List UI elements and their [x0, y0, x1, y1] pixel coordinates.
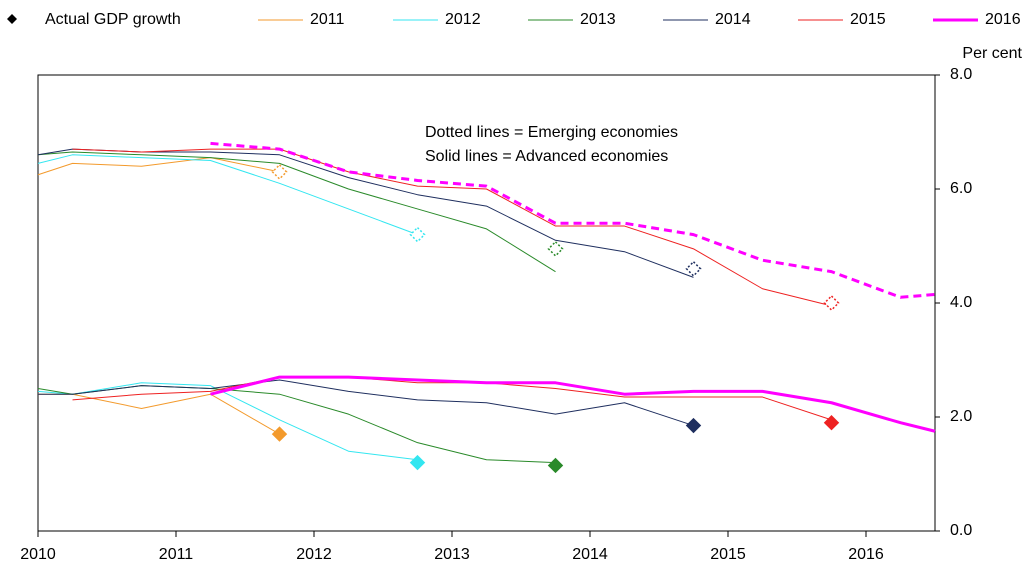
actual-marker: [547, 457, 564, 474]
y-tick-label: 0.0: [950, 522, 972, 539]
legend-label: 2012: [445, 11, 481, 28]
x-tick-label: 2012: [296, 546, 332, 563]
annotation: Dotted lines = Emerging economies: [425, 124, 678, 141]
actual-marker: [547, 240, 564, 257]
x-tick-label: 2016: [848, 546, 884, 563]
advanced-line: [72, 376, 832, 421]
annotation: Solid lines = Advanced economies: [425, 148, 668, 165]
emerging-line: [210, 141, 936, 299]
advanced-line: [38, 379, 694, 427]
actual-marker: [685, 417, 702, 434]
legend-label: 2014: [715, 11, 751, 28]
emerging-line: [37, 151, 556, 273]
actual-marker: [409, 226, 426, 243]
legend-label: 2011: [310, 11, 345, 28]
actual-marker: [271, 163, 288, 180]
x-tick-label: 2013: [434, 546, 470, 563]
y-tick-label: 4.0: [950, 294, 972, 311]
actual-marker: [823, 294, 840, 312]
emerging-line: [37, 154, 418, 236]
legend-label: 2013: [580, 11, 616, 28]
legend-label: Actual GDP growth: [45, 11, 181, 28]
legend-marker: [7, 14, 17, 24]
plot-frame: [37, 74, 936, 532]
emerging-line: [72, 148, 832, 307]
actual-marker: [823, 414, 840, 431]
legend-label: 2015: [850, 11, 886, 28]
x-tick-label: 2015: [710, 546, 746, 563]
x-tick-label: 2014: [572, 546, 608, 563]
y-tick-label: 2.0: [950, 408, 972, 425]
y-tick-label: 8.0: [950, 66, 972, 83]
actual-marker: [409, 454, 426, 471]
x-tick-label: 2011: [159, 546, 194, 563]
legend-label: 2016: [985, 11, 1021, 28]
actual-marker: [271, 426, 288, 442]
x-tick-label: 2010: [20, 546, 56, 563]
advanced-line: [37, 385, 556, 464]
actual-marker: [685, 260, 702, 277]
y-axis-label: Per cent: [962, 45, 1022, 62]
emerging-line: [37, 148, 694, 278]
emerging-line: [37, 157, 280, 176]
advanced-line: [210, 375, 936, 433]
advanced-line: [37, 382, 418, 461]
y-tick-label: 6.0: [950, 180, 972, 197]
